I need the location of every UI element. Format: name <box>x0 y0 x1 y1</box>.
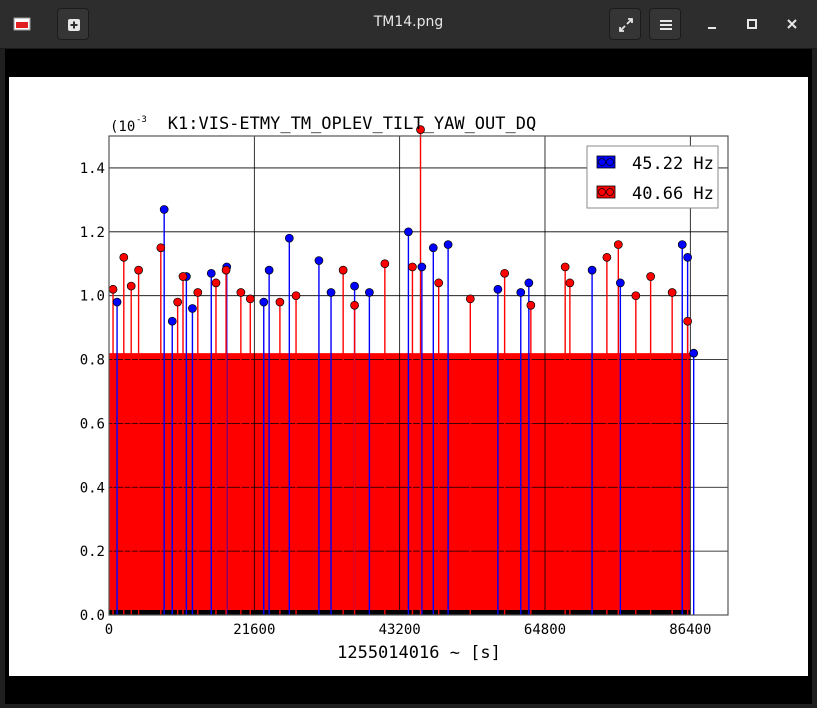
point-series-1-25 <box>602 252 612 262</box>
point-series-0-20 <box>524 278 534 288</box>
point-series-1-21 <box>500 268 509 278</box>
x-tick-label: 64800 <box>524 622 566 638</box>
point-series-1-28 <box>646 272 655 281</box>
menu-button[interactable] <box>649 8 681 40</box>
y-tick-label: 0.8 <box>80 353 105 369</box>
close-icon <box>787 19 797 29</box>
chart-title: K1:VIS-ETMY_TM_OPLEV_TILT_YAW_OUT_DQ <box>168 114 536 134</box>
plus-box-icon <box>68 19 80 31</box>
point-series-1-7 <box>193 288 203 297</box>
point-series-0-24 <box>683 252 692 262</box>
legend-marker-40hz-b <box>606 188 614 196</box>
x-tick-label: 43200 <box>379 622 421 638</box>
point-series-0-1 <box>159 205 169 214</box>
point-series-1-17 <box>408 262 417 272</box>
point-series-1-10 <box>236 288 246 297</box>
point-series-1-29 <box>667 288 677 297</box>
hamburger-menu-icon <box>660 20 672 30</box>
maximize-button[interactable] <box>740 12 764 36</box>
expand-icon <box>619 18 633 32</box>
point-series-1-30 <box>683 316 692 326</box>
point-series-1-27 <box>631 291 641 301</box>
legend-label-40hz: 40.66 Hz <box>632 184 714 204</box>
point-series-1-5 <box>173 297 182 307</box>
point-series-1-24 <box>565 278 575 288</box>
point-series-1-23 <box>560 262 570 272</box>
point-series-0-21 <box>587 265 597 275</box>
image-canvas: 0 21600 43200 64800 86400 0.0 0.2 0.4 0.6 0.8 1.0 1… <box>9 77 808 676</box>
point-series-1-15 <box>350 300 359 310</box>
legend-marker-45hz-b <box>606 158 614 166</box>
plot-frame <box>108 135 729 616</box>
point-series-0-7 <box>259 297 269 307</box>
point-series-1-26 <box>613 240 623 249</box>
y-tick-label: 1.0 <box>80 289 105 305</box>
point-series-1-12 <box>275 297 285 307</box>
point-series-1-3 <box>134 265 143 275</box>
x-tick-label: 21600 <box>233 622 275 638</box>
title-bar: TM14.png <box>0 0 817 49</box>
x-tick-label: 86400 <box>669 622 711 638</box>
point-series-0-9 <box>284 233 294 243</box>
x-tick-label: 0 <box>105 622 113 638</box>
point-series-0-2 <box>167 316 177 326</box>
legend-marker-40hz <box>598 188 606 196</box>
point-series-1-11 <box>245 294 255 304</box>
y-tick-label: 0.2 <box>80 544 105 560</box>
point-series-0-15 <box>417 262 427 272</box>
y-tick-label: 1.4 <box>80 161 105 177</box>
point-series-0-23 <box>677 240 687 249</box>
point-series-0-12 <box>350 281 359 291</box>
scale-exponent: -3 <box>136 115 147 125</box>
minimize-button[interactable] <box>700 12 724 36</box>
point-series-0-10 <box>314 256 324 265</box>
point-series-1-18 <box>416 125 425 134</box>
point-series-0-5 <box>206 268 216 278</box>
legend-label-45hz: 45.22 Hz <box>632 154 714 174</box>
y-tick-label: 0.0 <box>80 608 105 624</box>
point-series-0-11 <box>326 288 336 297</box>
point-series-0-19 <box>516 288 526 297</box>
close-button[interactable] <box>780 12 804 36</box>
scale-label: (10 <box>110 119 135 135</box>
minimize-icon <box>708 27 716 29</box>
legend: 45.22 Hz 40.66 Hz <box>586 145 719 209</box>
y-tick-label: 0.6 <box>80 416 105 432</box>
point-series-1-2 <box>126 281 136 291</box>
point-series-1-14 <box>338 265 348 275</box>
y-tick-label: 0.4 <box>80 480 105 496</box>
point-series-1-16 <box>380 259 390 269</box>
point-series-0-22 <box>615 278 625 288</box>
point-series-0-8 <box>264 265 274 275</box>
new-window-button[interactable] <box>57 8 89 40</box>
image-icon <box>12 14 32 34</box>
point-series-0-17 <box>443 240 453 249</box>
x-axis-label: 1255014016 ~ [s] <box>337 643 501 663</box>
point-series-0-4 <box>188 304 197 313</box>
chart: 0 21600 43200 64800 86400 0.0 0.2 0.4 0.6 0.8 1.0 1… <box>80 114 729 663</box>
point-series-0-18 <box>493 284 503 294</box>
point-series-1-13 <box>291 291 301 301</box>
point-series-1-22 <box>526 300 536 310</box>
maximize-icon <box>747 19 757 29</box>
point-series-1-6 <box>178 272 188 281</box>
point-series-1-19 <box>434 278 444 288</box>
point-series-1-4 <box>156 243 166 253</box>
point-series-0-16 <box>428 243 438 253</box>
point-series-1-8 <box>211 278 221 288</box>
y-tick-label: 1.2 <box>80 225 105 241</box>
point-series-1-0 <box>108 284 118 294</box>
point-series-0-0 <box>112 297 122 307</box>
window-title: TM14.png <box>373 14 444 30</box>
fullscreen-button[interactable] <box>609 8 641 40</box>
point-series-0-13 <box>365 288 374 297</box>
point-series-1-20 <box>465 294 475 304</box>
point-series-0-25 <box>689 348 699 358</box>
point-series-1-1 <box>119 252 129 262</box>
point-series-1-9 <box>221 265 231 275</box>
point-series-0-14 <box>404 227 413 237</box>
legend-marker-45hz <box>598 158 606 166</box>
